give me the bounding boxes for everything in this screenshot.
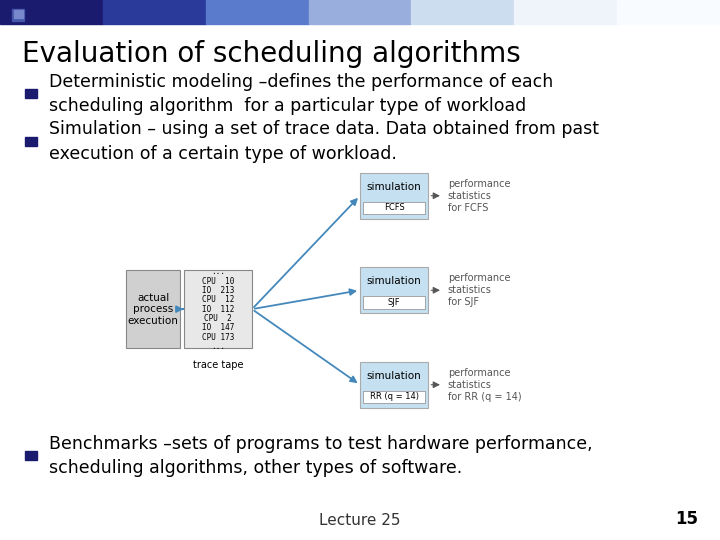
Bar <box>103 0 206 24</box>
Bar <box>360 173 428 219</box>
Text: FCFS: FCFS <box>384 204 405 212</box>
Text: RR (q = 14): RR (q = 14) <box>369 393 419 401</box>
Text: simulation: simulation <box>366 276 422 286</box>
Bar <box>309 0 411 24</box>
Text: Deterministic modeling –defines the performance of each
scheduling algorithm  fo: Deterministic modeling –defines the perf… <box>49 73 553 115</box>
Bar <box>25 137 37 146</box>
Bar <box>364 201 425 214</box>
Text: SJF: SJF <box>388 298 400 307</box>
Bar <box>12 9 24 21</box>
Bar <box>206 0 309 24</box>
Text: Lecture 25: Lecture 25 <box>319 513 401 528</box>
Bar <box>617 0 720 24</box>
Bar <box>0 0 103 24</box>
Text: simulation: simulation <box>366 181 422 192</box>
Bar <box>411 0 514 24</box>
Text: performance
statistics
for SJF: performance statistics for SJF <box>448 273 510 307</box>
Bar <box>25 451 37 460</box>
Bar <box>360 362 428 408</box>
Bar <box>25 89 37 98</box>
Bar <box>9 7 27 23</box>
Text: trace tape: trace tape <box>192 360 243 370</box>
Bar <box>184 270 252 348</box>
Bar <box>126 270 180 348</box>
Text: ...
CPU  10
IO  213
CPU  12
IO  112
CPU  2
IO  147
CPU 173
...: ... CPU 10 IO 213 CPU 12 IO 112 CPU 2 IO… <box>202 267 234 351</box>
Bar <box>364 296 425 309</box>
Bar <box>364 390 425 403</box>
Bar <box>14 10 23 18</box>
Text: Benchmarks –sets of programs to test hardware performance,
scheduling algorithms: Benchmarks –sets of programs to test har… <box>49 435 593 477</box>
Bar <box>514 0 617 24</box>
Text: performance
statistics
for RR (q = 14): performance statistics for RR (q = 14) <box>448 368 521 402</box>
Text: simulation: simulation <box>366 370 422 381</box>
Text: Simulation – using a set of trace data. Data obtained from past
execution of a c: Simulation – using a set of trace data. … <box>49 120 599 163</box>
Text: performance
statistics
for FCFS: performance statistics for FCFS <box>448 179 510 213</box>
Text: 15: 15 <box>675 510 698 528</box>
Text: actual
process
execution: actual process execution <box>127 293 179 326</box>
Text: Evaluation of scheduling algorithms: Evaluation of scheduling algorithms <box>22 40 521 69</box>
Bar <box>360 267 428 313</box>
